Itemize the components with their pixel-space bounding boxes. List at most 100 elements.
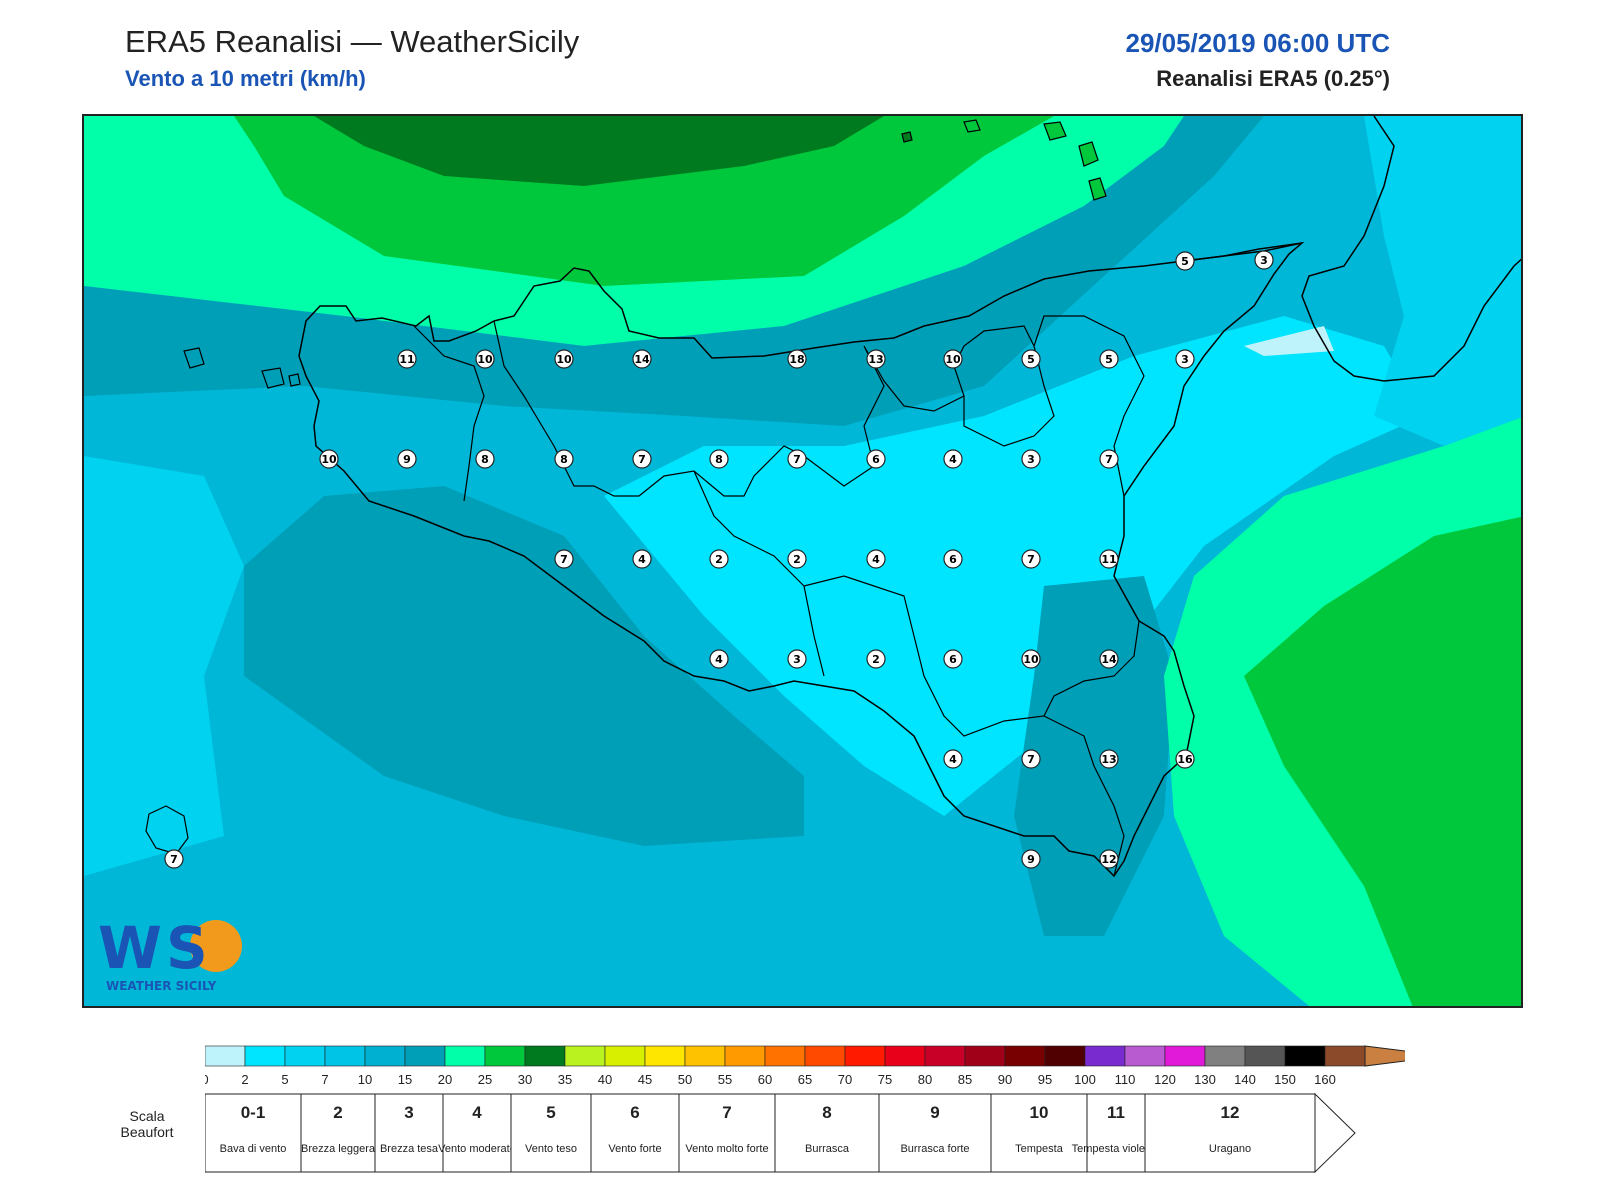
- colorbar-cell: [964, 1045, 1006, 1067]
- beaufort-number: 6: [630, 1103, 639, 1122]
- station-marker: 8: [709, 449, 729, 469]
- beaufort-number: 3: [404, 1103, 413, 1122]
- beaufort-desc: Uragano: [1209, 1143, 1251, 1155]
- colorbar-cell: [1284, 1045, 1326, 1067]
- station-circle: [866, 549, 886, 569]
- beaufort-scale-label: Scala Beaufort: [120, 1108, 174, 1140]
- station-circle: [475, 449, 495, 469]
- colorbar-cell: [884, 1045, 926, 1067]
- station-marker: 8: [554, 449, 574, 469]
- station-marker: 2: [866, 649, 886, 669]
- station-value: 8: [560, 453, 568, 466]
- beaufort-cell: [590, 1093, 680, 1173]
- station-marker: 5: [1099, 349, 1119, 369]
- station-value: 2: [872, 653, 880, 666]
- station-value: 8: [715, 453, 723, 466]
- pantelleria-island: [145, 805, 189, 855]
- station-marker: 4: [632, 549, 652, 569]
- station-value: 7: [793, 453, 801, 466]
- station-marker: 16: [1175, 749, 1195, 769]
- station-value: 14: [634, 353, 650, 366]
- beaufort-cell: [1086, 1093, 1146, 1173]
- station-value: 3: [1027, 453, 1035, 466]
- colorbar-cell: [844, 1045, 886, 1067]
- station-circle: [632, 549, 652, 569]
- beaufort-number: 2: [333, 1103, 342, 1122]
- colorbar-cell: [1084, 1045, 1126, 1067]
- station-marker: 7: [1021, 549, 1041, 569]
- colorbar-tick: 35: [558, 1072, 572, 1087]
- station-value: 9: [403, 453, 411, 466]
- colorbar-tick: 50: [678, 1072, 692, 1087]
- station-circle: [709, 649, 729, 669]
- beaufort-desc: Vento molto forte: [685, 1143, 768, 1155]
- map-subtitle: Vento a 10 metri (km/h): [125, 66, 366, 91]
- weathersicily-logo: W S WEATHER SICILY: [96, 906, 256, 996]
- station-circle: [709, 449, 729, 469]
- station-value: 10: [945, 353, 961, 366]
- beaufort-desc: Brezza tesa: [380, 1143, 439, 1155]
- station-marker: 11: [1099, 549, 1119, 569]
- station-marker: 10: [319, 449, 339, 469]
- station-circle: [1254, 250, 1274, 270]
- colorbar-cell: [1164, 1045, 1206, 1067]
- station-circle: [787, 449, 807, 469]
- beaufort-cell: [442, 1093, 512, 1173]
- station-marker: 7: [1021, 749, 1041, 769]
- colorbar-tick: 25: [478, 1072, 492, 1087]
- colorbar-cell: [564, 1045, 606, 1067]
- station-circle: [943, 549, 963, 569]
- beaufort-number: 0-1: [241, 1103, 266, 1122]
- station-value: 5: [1105, 353, 1113, 366]
- station-circle: [1099, 549, 1119, 569]
- station-marker: 10: [1021, 649, 1041, 669]
- station-marker: 14: [632, 349, 652, 369]
- station-circle: [1021, 649, 1041, 669]
- wind-field-band-forest-north: [314, 116, 884, 186]
- station-markers: 5 3 11 10 10 14 18 13 10 5 5 3 10 9 8 8 7 8 7 6 4 3 7 7 4 2 2 4 6 7 11…: [164, 250, 1274, 869]
- colorbar-cell: [244, 1045, 286, 1067]
- station-marker: 4: [943, 449, 963, 469]
- map-datetime: 29/05/2019 06:00 UTC: [1125, 28, 1390, 58]
- station-value: 4: [949, 753, 957, 766]
- logo-graphic: W S WEATHER SICILY: [98, 914, 242, 993]
- station-value: 7: [1027, 553, 1035, 566]
- wind-field-band-teal-southeast: [1014, 576, 1174, 936]
- station-value: 13: [1101, 753, 1116, 766]
- station-value: 7: [638, 453, 646, 466]
- beaufort-desc: Tempesta violenta: [1072, 1143, 1162, 1155]
- colorbar-cell: [924, 1045, 966, 1067]
- station-value: 16: [1177, 753, 1193, 766]
- colorbar-tick: 0: [205, 1072, 209, 1087]
- station-value: 7: [1027, 753, 1035, 766]
- station-circle: [866, 349, 886, 369]
- beaufort-desc: Burrasca: [805, 1143, 850, 1155]
- colorbar-tick: 65: [798, 1072, 812, 1087]
- wind-field-band-cyan-east: [1364, 116, 1521, 446]
- colorbar-tick: 20: [438, 1072, 452, 1087]
- station-value: 3: [1260, 254, 1268, 267]
- beaufort-desc: Vento teso: [525, 1143, 577, 1155]
- colorbar-tick: 140: [1234, 1072, 1256, 1087]
- station-circle: [1021, 849, 1041, 869]
- colorbar-tick: 10: [358, 1072, 372, 1087]
- station-circle: [943, 349, 963, 369]
- beaufort-number: 4: [472, 1103, 482, 1122]
- station-circle: [164, 849, 184, 869]
- beaufort-desc: Tempesta: [1015, 1143, 1064, 1155]
- colorbar-cell: [1124, 1045, 1166, 1067]
- beaufort-cell: [374, 1093, 444, 1173]
- wind-field-band-darkgreen-east: [1244, 516, 1521, 1006]
- wind-field-band-teal-north: [84, 116, 1264, 426]
- beaufort-cell: [300, 1093, 376, 1173]
- station-value: 7: [1105, 453, 1113, 466]
- station-marker: 5: [1021, 349, 1041, 369]
- aeolian-island-4: [1078, 141, 1107, 201]
- station-circle: [787, 649, 807, 669]
- beaufort-cell: [678, 1093, 776, 1173]
- beaufort-cell: [204, 1093, 302, 1173]
- logo-mark-s: S: [166, 914, 208, 982]
- beaufort-cell: [1144, 1093, 1316, 1173]
- station-value: 10: [321, 453, 337, 466]
- province-borders: [413, 315, 1145, 877]
